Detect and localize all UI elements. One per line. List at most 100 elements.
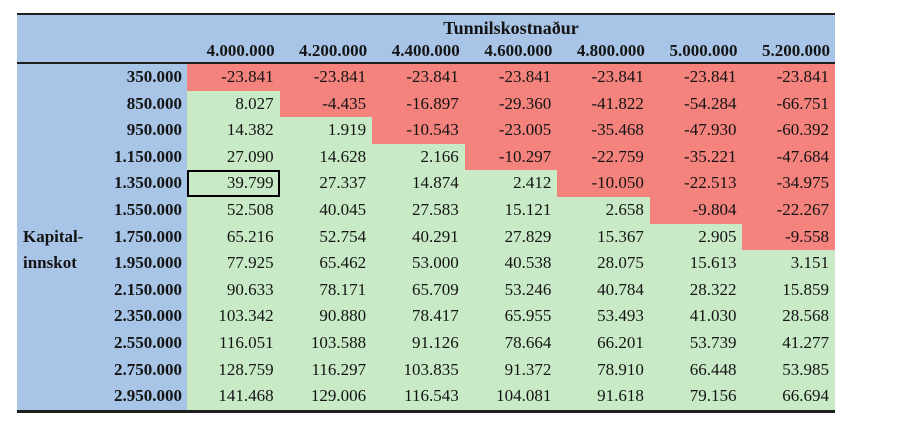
value-cell[interactable]: 66.694 — [742, 383, 836, 410]
value-cell[interactable]: 1.919 — [279, 117, 373, 144]
value-cell[interactable]: -41.822 — [557, 90, 650, 118]
value-cell[interactable]: -66.751 — [742, 90, 836, 118]
value-cell[interactable]: -35.468 — [557, 117, 650, 144]
value-cell[interactable]: 90.633 — [187, 276, 280, 304]
row-header-cell[interactable]: 1.950.000 — [17, 250, 187, 277]
row-header-cell[interactable]: 2.750.000 — [17, 356, 187, 384]
value-cell[interactable]: 91.372 — [464, 356, 558, 384]
value-cell[interactable]: 15.859 — [742, 276, 836, 304]
value-cell[interactable]: -23.841 — [279, 64, 373, 91]
value-cell[interactable]: -22.759 — [557, 143, 650, 171]
value-cell[interactable]: 27.337 — [279, 170, 373, 197]
value-cell[interactable]: 41.277 — [742, 329, 836, 357]
value-cell[interactable]: 116.543 — [372, 383, 465, 410]
value-cell[interactable]: -23.005 — [464, 117, 558, 144]
value-cell[interactable]: -23.841 — [372, 64, 465, 91]
value-cell[interactable]: 103.588 — [279, 329, 373, 357]
value-cell[interactable]: 90.880 — [279, 303, 373, 330]
value-cell[interactable]: -23.841 — [742, 64, 836, 91]
value-cell[interactable]: 14.628 — [279, 143, 373, 171]
value-cell[interactable]: 65.709 — [372, 276, 465, 304]
value-cell[interactable]: 2.658 — [557, 196, 650, 224]
value-cell[interactable]: 14.874 — [372, 170, 465, 197]
row-header-cell[interactable]: 2.550.000 — [17, 329, 187, 357]
value-cell[interactable]: 27.829 — [464, 223, 558, 251]
row-header-cell[interactable]: 850.000 — [17, 90, 187, 118]
value-cell[interactable]: 65.216 — [187, 223, 280, 251]
value-cell[interactable]: 3.151 — [742, 250, 836, 277]
row-header-cell[interactable]: 2.150.000 — [17, 276, 187, 304]
value-cell[interactable]: 116.297 — [279, 356, 373, 384]
value-cell[interactable]: -22.267 — [742, 196, 836, 224]
value-cell[interactable]: 78.417 — [372, 303, 465, 330]
value-cell[interactable]: -10.297 — [464, 143, 558, 171]
col-header-cell[interactable]: 5.200.000 — [762, 41, 831, 60]
col-header-cell[interactable]: 4.000.000 — [206, 41, 275, 60]
col-header-cell[interactable]: 4.600.000 — [484, 41, 553, 60]
value-cell[interactable]: -22.513 — [649, 170, 743, 197]
value-cell[interactable]: 28.322 — [649, 276, 743, 304]
col-header-cell[interactable]: 4.200.000 — [299, 41, 368, 60]
value-cell[interactable]: 78.171 — [279, 276, 373, 304]
value-cell[interactable]: 8.027 — [187, 90, 280, 118]
value-cell[interactable]: 65.462 — [279, 250, 373, 277]
value-cell[interactable]: 78.910 — [557, 356, 650, 384]
row-header-cell[interactable]: 1.750.000 — [17, 223, 187, 251]
value-cell[interactable]: 53.246 — [464, 276, 558, 304]
value-cell[interactable]: 104.081 — [464, 383, 558, 410]
value-cell[interactable]: -10.050 — [557, 170, 650, 197]
value-cell[interactable]: 79.156 — [649, 383, 743, 410]
value-cell[interactable]: 66.201 — [557, 329, 650, 357]
value-cell[interactable]: 2.905 — [649, 223, 743, 251]
col-header-cell[interactable]: 5.000.000 — [669, 41, 738, 60]
value-cell[interactable]: 40.291 — [372, 223, 465, 251]
value-cell[interactable]: 40.045 — [279, 196, 373, 224]
row-axis-label[interactable]: Kapital- innskot — [23, 224, 115, 277]
row-header-cell[interactable]: 2.950.000 — [17, 383, 187, 410]
value-cell[interactable]: 2.412 — [464, 170, 558, 197]
value-cell[interactable]: -9.558 — [742, 223, 836, 251]
value-cell[interactable]: 141.468 — [187, 383, 280, 410]
value-cell[interactable]: -47.930 — [649, 117, 743, 144]
value-cell[interactable]: -47.684 — [742, 143, 836, 171]
value-cell[interactable]: 27.090 — [187, 143, 280, 171]
value-cell[interactable]: 103.342 — [187, 303, 280, 330]
selected-value-cell[interactable]: 39.799 — [187, 170, 280, 197]
value-cell[interactable]: -23.841 — [649, 64, 743, 91]
value-cell[interactable]: 128.759 — [187, 356, 280, 384]
value-cell[interactable]: 15.613 — [649, 250, 743, 277]
value-cell[interactable]: 14.382 — [187, 117, 280, 144]
value-cell[interactable]: 53.739 — [649, 329, 743, 357]
value-cell[interactable]: 2.166 — [372, 143, 465, 171]
value-cell[interactable]: -9.804 — [649, 196, 743, 224]
row-header-cell[interactable]: 1.350.000 — [17, 170, 187, 197]
value-cell[interactable]: 116.051 — [187, 329, 280, 357]
value-cell[interactable]: 52.508 — [187, 196, 280, 224]
row-header-cell[interactable]: 1.150.000 — [17, 143, 187, 171]
value-cell[interactable]: 52.754 — [279, 223, 373, 251]
row-header-cell[interactable]: 950.000 — [17, 117, 187, 144]
row-header-cell[interactable]: 1.550.000 — [17, 196, 187, 224]
value-cell[interactable]: 40.784 — [557, 276, 650, 304]
value-cell[interactable]: 91.126 — [372, 329, 465, 357]
value-cell[interactable]: 15.367 — [557, 223, 650, 251]
row-header-cell[interactable]: 2.350.000 — [17, 303, 187, 330]
value-cell[interactable]: 66.448 — [649, 356, 743, 384]
value-cell[interactable]: 91.618 — [557, 383, 650, 410]
value-cell[interactable]: 28.075 — [557, 250, 650, 277]
value-cell[interactable]: 40.538 — [464, 250, 558, 277]
value-cell[interactable]: 15.121 — [464, 196, 558, 224]
value-cell[interactable]: 65.955 — [464, 303, 558, 330]
value-cell[interactable]: 53.985 — [742, 356, 836, 384]
value-cell[interactable]: -23.841 — [464, 64, 558, 91]
value-cell[interactable]: 41.030 — [649, 303, 743, 330]
value-cell[interactable]: -35.221 — [649, 143, 743, 171]
value-cell[interactable]: 77.925 — [187, 250, 280, 277]
value-cell[interactable]: 27.583 — [372, 196, 465, 224]
value-cell[interactable]: -16.897 — [372, 90, 465, 118]
col-header-cell[interactable]: 4.400.000 — [391, 41, 460, 60]
col-header-cell[interactable]: 4.800.000 — [576, 41, 645, 60]
value-cell[interactable]: 53.000 — [372, 250, 465, 277]
value-cell[interactable]: -34.975 — [742, 170, 836, 197]
row-header-cell[interactable]: 350.000 — [17, 64, 187, 91]
